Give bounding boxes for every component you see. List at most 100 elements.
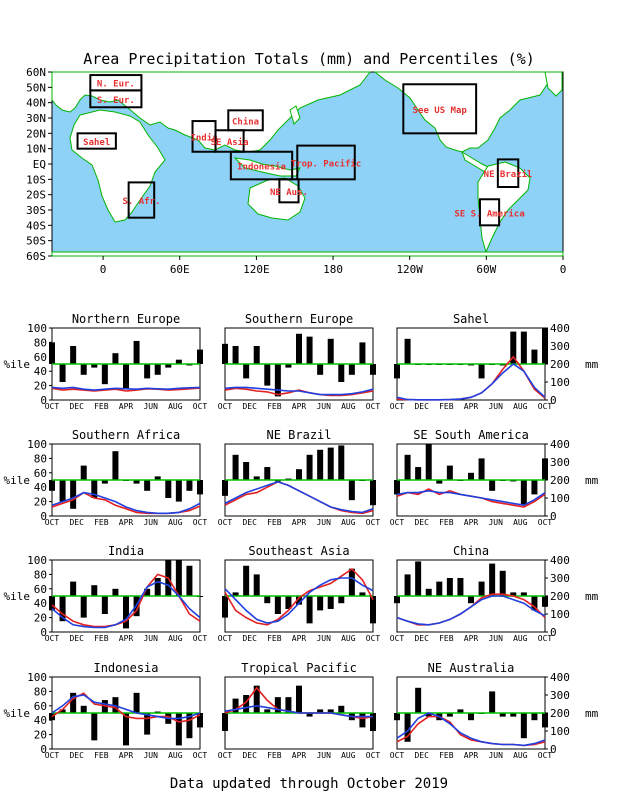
month-tick-label: DEC xyxy=(414,751,429,760)
blue-mm-line xyxy=(224,577,374,624)
percentile-bar xyxy=(348,568,355,596)
region-box-layer: N. Eur. S. Eur. Sahel S. Afr. India China SE A… xyxy=(76,74,533,227)
left-axis-label: 0 xyxy=(40,626,47,639)
month-tick-label: JUN xyxy=(488,402,503,411)
percentile-bar xyxy=(404,454,411,480)
right-axis-label: 100 xyxy=(550,608,570,621)
month-tick-label: APR xyxy=(464,751,479,760)
month-tick-label: JUN xyxy=(488,634,503,643)
percentile-bar xyxy=(510,592,517,596)
region-box xyxy=(496,158,520,188)
percentile-bar xyxy=(49,480,55,491)
month-tick-label: OCT xyxy=(366,751,381,760)
left-unit-label: %ile xyxy=(4,474,31,487)
percentile-bar xyxy=(317,449,324,480)
month-tick-label: JUN xyxy=(143,751,158,760)
map-lat-label: 30N xyxy=(26,112,46,125)
month-tick-label: OCT xyxy=(538,634,553,643)
region-box xyxy=(214,129,245,153)
left-axis-label: 20 xyxy=(34,380,47,393)
percentile-bar xyxy=(70,346,77,364)
region-box xyxy=(296,144,356,181)
percentile-bar xyxy=(80,465,87,480)
percentile-bar xyxy=(232,346,239,364)
percentile-bar xyxy=(165,364,172,368)
right-axis-label: 300 xyxy=(550,340,570,353)
month-tick-label: JUN xyxy=(488,751,503,760)
percentile-bar xyxy=(531,713,538,721)
percentile-bar xyxy=(123,364,129,390)
percentile-bar xyxy=(91,364,98,368)
percentile-bar xyxy=(285,596,292,609)
blue-mm-line xyxy=(396,712,546,747)
right-axis-label: 200 xyxy=(550,358,570,371)
region-label: SE Asia xyxy=(211,137,249,148)
percentile-bar xyxy=(415,561,422,596)
percentile-bar xyxy=(296,469,302,480)
region-label: NE Aus. xyxy=(270,188,308,198)
panel-southeast-asia: Southeast Asia OCT DEC FEB APR JUN AUG OCT xyxy=(218,544,381,643)
percentile-bar xyxy=(489,691,496,713)
right-axis-label: 300 xyxy=(550,689,570,702)
percentile-bar xyxy=(359,342,366,364)
red-mm-line xyxy=(51,387,201,392)
right-unit-label: mm xyxy=(585,358,599,371)
percentile-bar xyxy=(274,364,281,397)
region-map: N. Eur. S. Eur. Sahel S. Afr. India China SE A… xyxy=(26,66,566,276)
percentile-bar xyxy=(70,581,77,596)
percentile-bar xyxy=(510,713,517,717)
month-tick-label: FEB xyxy=(267,751,282,760)
percentile-bar xyxy=(59,480,66,502)
percentile-bar xyxy=(144,588,151,596)
percentile-bar xyxy=(394,480,400,495)
month-tick-label: APR xyxy=(119,751,134,760)
percentile-bar xyxy=(370,364,376,375)
left-unit-label: %ile xyxy=(4,590,31,603)
left-axis-label: 60 xyxy=(34,467,47,480)
left-axis-label: 40 xyxy=(34,714,47,727)
month-tick-label: JUN xyxy=(316,751,331,760)
month-tick-label: OCT xyxy=(218,402,233,411)
percentile-bar xyxy=(425,713,432,717)
month-tick-label: APR xyxy=(119,634,134,643)
footer-text: Data updated through October 2019 xyxy=(170,776,448,792)
percentile-bar xyxy=(285,697,292,713)
percentile-bar xyxy=(338,364,345,382)
percentile-bar xyxy=(222,480,228,496)
land-japan xyxy=(289,105,301,125)
month-tick-label: OCT xyxy=(45,518,60,527)
percentile-bar xyxy=(112,353,119,364)
percentile-bar xyxy=(394,364,400,379)
percentile-bar xyxy=(327,596,334,609)
month-tick-label: APR xyxy=(119,402,134,411)
map-lat-label: 40S xyxy=(26,219,46,232)
percentile-bar xyxy=(133,340,140,364)
map-lon-label: 180 xyxy=(323,263,343,276)
percentile-bar xyxy=(542,713,548,728)
percentile-bar xyxy=(186,713,193,739)
panel-title: Southern Africa xyxy=(72,428,180,442)
region-box xyxy=(127,181,156,219)
percentile-bar xyxy=(165,480,172,498)
map-lat-label: 60S xyxy=(26,250,46,263)
right-axis-label: 200 xyxy=(550,590,570,603)
percentile-bar xyxy=(446,465,453,480)
month-tick-label: OCT xyxy=(193,402,208,411)
region-label: NE Brazil xyxy=(484,169,533,180)
percentile-bar xyxy=(306,336,313,364)
percentile-bar xyxy=(91,713,98,741)
panel-title: Southeast Asia xyxy=(248,544,349,558)
month-tick-label: APR xyxy=(464,402,479,411)
region-label: S. Afr. xyxy=(122,197,160,207)
month-tick-label: OCT xyxy=(538,402,553,411)
right-axis-label: 200 xyxy=(550,707,570,720)
percentile-bar xyxy=(59,596,66,622)
month-tick-label: JUN xyxy=(143,634,158,643)
percentile-bar xyxy=(394,713,400,721)
blue-mm-line xyxy=(51,386,201,391)
map-lon-label: 120W xyxy=(396,263,423,276)
left-axis-label: 40 xyxy=(34,365,47,378)
map-lat-label: 60N xyxy=(26,66,46,79)
month-tick-label: OCT xyxy=(538,751,553,760)
